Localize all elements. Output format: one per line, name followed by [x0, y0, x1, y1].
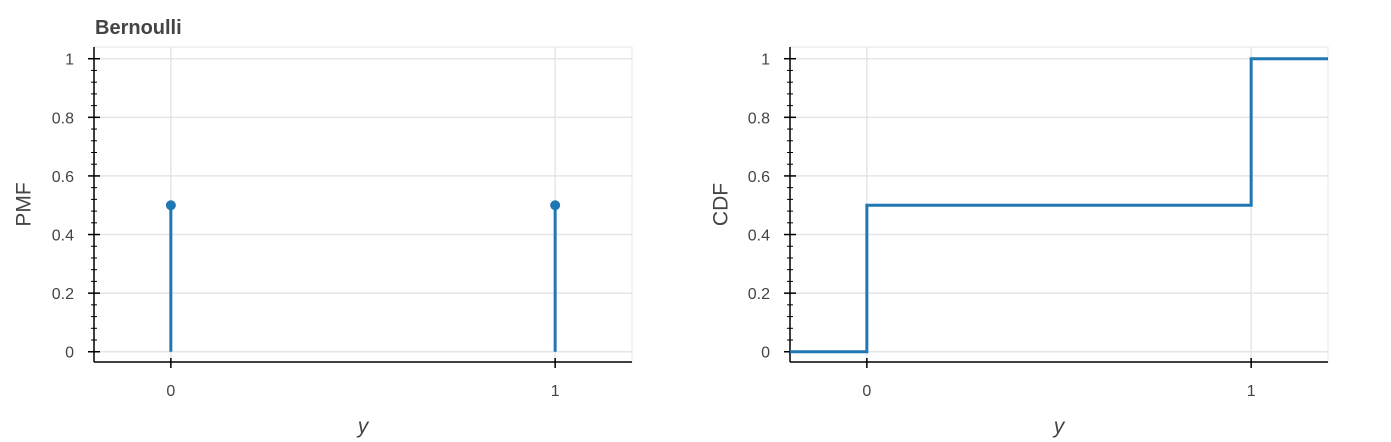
y-tick-label: 0.2: [748, 286, 770, 303]
y-tick-label: 0.8: [52, 110, 74, 127]
x-tick-label: 0: [166, 383, 175, 400]
y-tick-label: 0.6: [748, 169, 770, 186]
pmf-point: [165, 200, 176, 211]
y-axis-label: CDF: [710, 183, 733, 226]
x-axis-label: y: [1052, 415, 1066, 438]
y-tick-label: 0.4: [748, 228, 770, 245]
y-tick-label: 0.4: [52, 228, 74, 245]
y-tick-label: 1: [761, 52, 770, 69]
cdf-panel: 0 0.2 0.4 0.6 0.8 1 0 1 y CDF: [710, 46, 1329, 438]
chart-title: Bernoulli: [95, 17, 182, 39]
y-tick-label: 0.8: [748, 110, 770, 127]
y-tick-label: 0: [65, 345, 74, 362]
y-tick-label: 1: [65, 52, 74, 69]
x-axis-label: y: [356, 415, 370, 438]
x-tick-label: 0: [862, 383, 871, 400]
x-tick-label: 1: [551, 383, 560, 400]
pmf-point: [550, 200, 561, 211]
y-tick-label: 0: [761, 345, 770, 362]
x-tick-label: 1: [1247, 383, 1256, 400]
cdf-step-line: [790, 57, 1328, 354]
y-tick-label: 0.6: [52, 169, 74, 186]
y-axis-label: PMF: [13, 182, 36, 226]
y-tick-label: 0.2: [52, 286, 74, 303]
pmf-panel: 0 0.2 0.4 0.6 0.8 1 0 1 Bernoulli y PMF: [13, 17, 633, 438]
